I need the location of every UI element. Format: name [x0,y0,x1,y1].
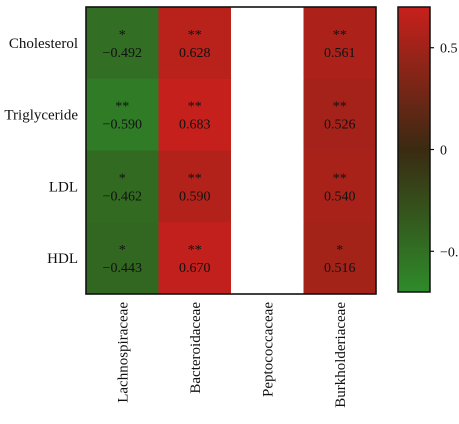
cell-value-label: 0.628 [179,46,211,61]
heatmap-cell [86,150,159,223]
significance-mark: ** [188,100,202,115]
cell-value-label: −0.462 [103,189,142,204]
heatmap-cells: *−0.492**0.628**0.561**−0.590**0.683**0.… [86,7,377,295]
heatmap-frame [85,6,377,295]
row-label: Triglyceride [4,108,78,124]
heatmap-cell [231,222,304,295]
heatmap-cell [231,150,304,223]
colorbar-tick-label: −0.5 [440,245,459,260]
significance-mark: ** [115,100,129,115]
cell-value-label: 0.561 [324,46,356,61]
cell-value-label: 0.590 [179,189,211,204]
heatmap-cell [303,222,377,295]
colorbar-gradient [397,6,431,293]
heatmap-cell [231,7,304,80]
column-label: Peptococcaceae [260,302,276,397]
heatmap-cell [303,7,377,80]
row-label: HDL [47,251,78,267]
significance-mark: ** [188,28,202,43]
heatmap-cell [303,150,377,223]
row-label: Cholesterol [9,36,78,52]
significance-mark: ** [333,100,347,115]
heatmap-cell [158,150,232,223]
colorbar: 0.5 0 −0.5 [397,6,459,293]
heatmap-cell [86,7,159,80]
significance-mark: * [119,243,126,258]
column-label: Bacteroidaceae [188,302,204,394]
heatmap-cell [86,78,159,151]
heatmap-cell [158,7,232,80]
cell-value-label: 0.683 [179,118,211,133]
cell-value-label: 0.516 [324,261,356,276]
cell-value-label: −0.590 [103,118,142,133]
significance-mark: ** [188,171,202,186]
column-label: Burkholderiaceae [333,302,349,408]
significance-mark: * [119,28,126,43]
significance-mark: * [336,243,343,258]
heatmap-cell [231,78,304,151]
row-labels: Cholesterol Triglyceride LDL HDL [4,36,78,267]
significance-mark: ** [333,28,347,43]
colorbar-tick-label: 0.5 [440,42,458,57]
significance-mark: ** [188,243,202,258]
heatmap-cell [303,78,377,151]
column-label: Lachnospiraceae [115,302,131,403]
cell-value-label: 0.526 [324,118,356,133]
significance-mark: ** [333,171,347,186]
cell-value-label: 0.540 [324,189,356,204]
cell-value-label: −0.443 [103,261,142,276]
row-label: LDL [49,179,78,195]
heatmap-cell [158,222,232,295]
cell-value-label: 0.670 [179,261,211,276]
cell-value-label: −0.492 [103,46,142,61]
column-labels: Lachnospiraceae Bacteroidaceae Peptococcac… [115,302,349,408]
colorbar-tick-label: 0 [440,144,447,159]
significance-mark: * [119,171,126,186]
heatmap-cell [86,222,159,295]
heatmap-cell [158,78,232,151]
